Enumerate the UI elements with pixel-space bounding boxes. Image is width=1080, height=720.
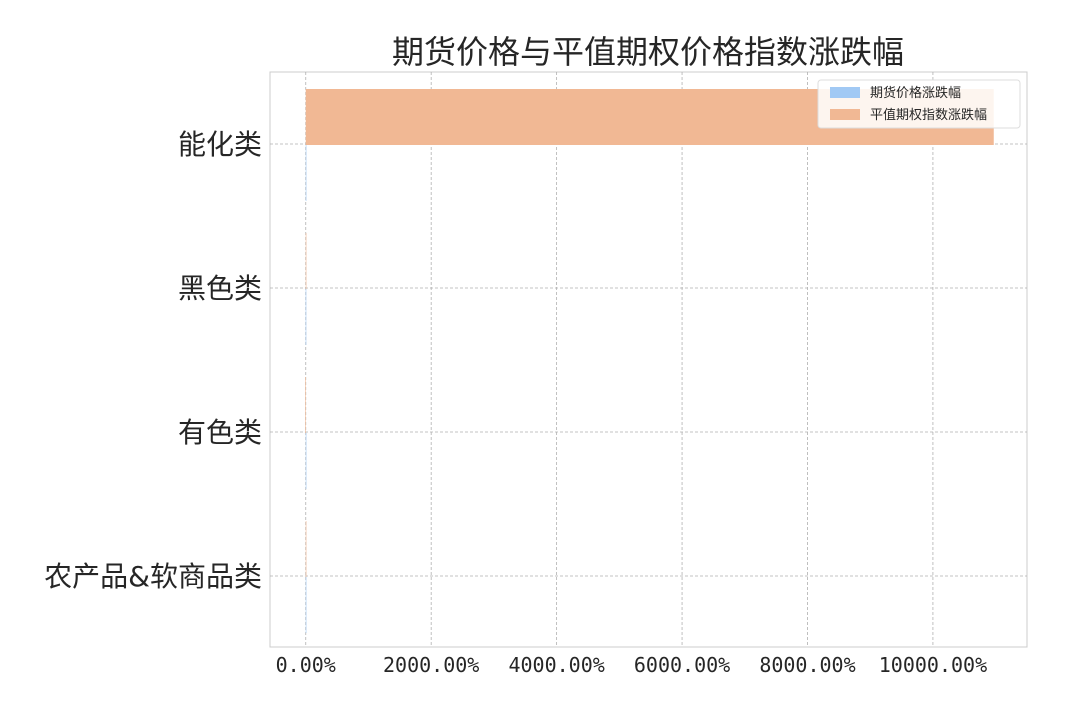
x-tick-label: 10000.00% bbox=[879, 653, 987, 677]
legend-box bbox=[817, 79, 1021, 129]
legend-label: 期货价格涨跌幅 bbox=[870, 85, 961, 101]
x-tick-label: 4000.00% bbox=[508, 653, 604, 677]
grid bbox=[270, 72, 1027, 647]
category-label: 能化类 bbox=[178, 128, 262, 161]
bar bbox=[305, 145, 307, 201]
legend-swatch bbox=[830, 87, 860, 98]
category-label: 有色类 bbox=[178, 416, 262, 449]
x-tick-label: 8000.00% bbox=[759, 653, 855, 677]
plot-area bbox=[269, 71, 1028, 648]
legend-label: 平值期权指数涨跌幅 bbox=[870, 107, 987, 123]
category-label: 黑色类 bbox=[178, 272, 262, 305]
legend-swatch bbox=[830, 109, 860, 120]
bar bbox=[305, 289, 307, 345]
x-tick-label: 0.00% bbox=[276, 653, 336, 677]
chart-title: 期货价格与平值期权价格指数涨跌幅 bbox=[392, 33, 904, 71]
x-tick-label: 6000.00% bbox=[634, 653, 730, 677]
x-tick-labels: 0.00% 2000.00% 4000.00% 6000.00% 8000.00% 100… bbox=[276, 653, 987, 677]
bar bbox=[305, 377, 306, 433]
bar bbox=[305, 233, 307, 289]
bars bbox=[305, 89, 994, 633]
x-tick-label: 2000.00% bbox=[383, 653, 479, 677]
category-label: 农产品&软商品类 bbox=[44, 560, 262, 593]
bar bbox=[305, 521, 307, 577]
bar bbox=[305, 577, 307, 633]
bar bbox=[305, 433, 307, 489]
